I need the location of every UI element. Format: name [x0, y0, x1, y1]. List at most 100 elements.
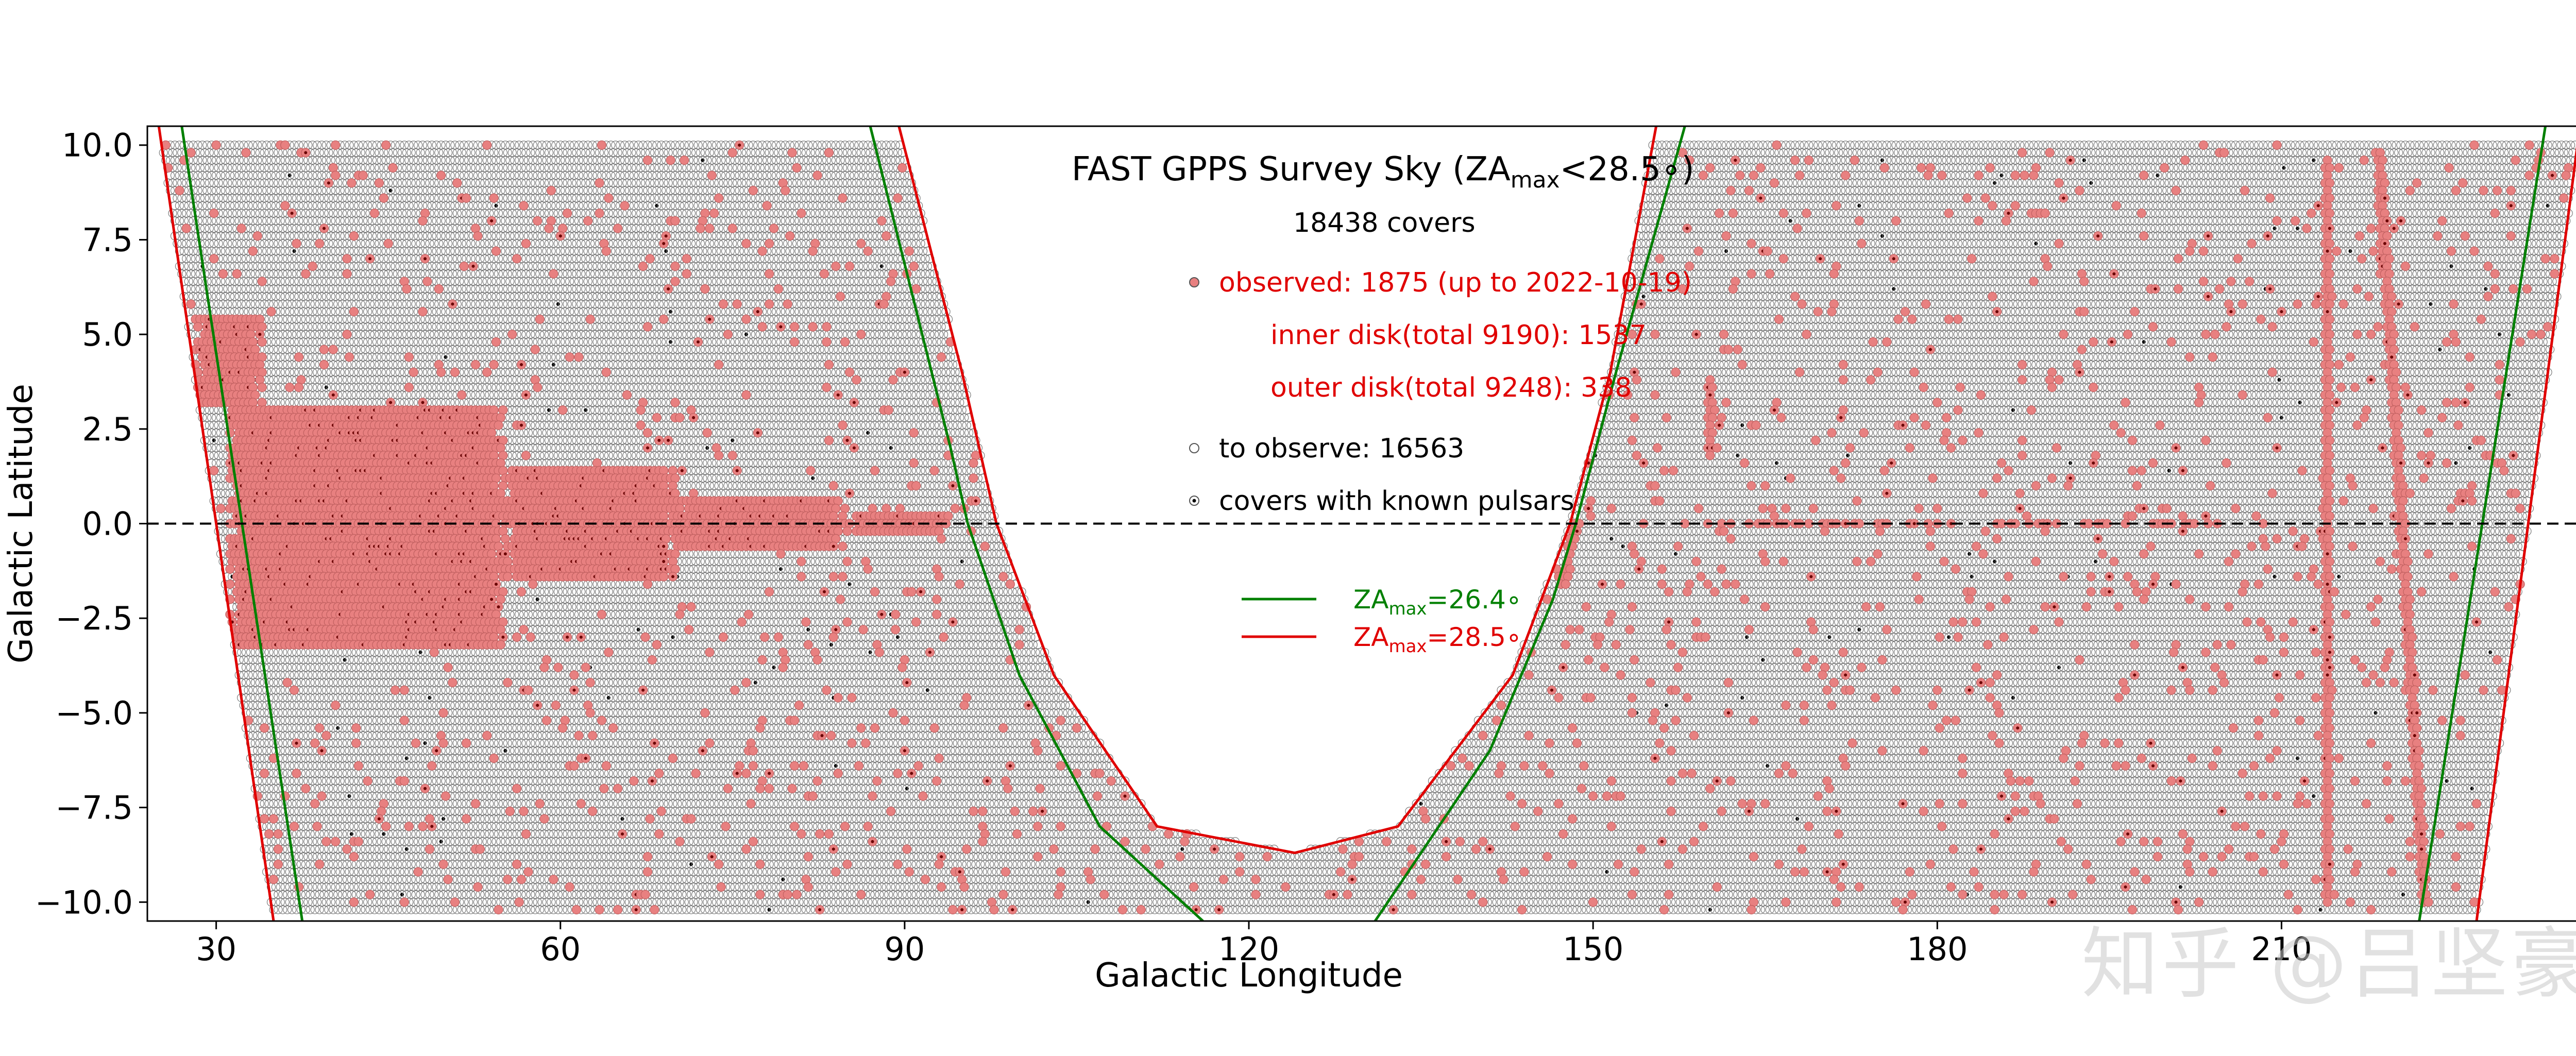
- known-pulsar-marker: [1880, 159, 1884, 162]
- to-observe-cover: [1865, 156, 1873, 164]
- to-observe-cover: [1961, 141, 1969, 149]
- to-observe-cover: [288, 148, 296, 157]
- to-observe-cover: [760, 148, 769, 157]
- to-observe-cover: [1887, 156, 1895, 164]
- to-observe-cover: [634, 141, 642, 149]
- to-observe-cover: [2248, 164, 2256, 172]
- to-observe-cover: [2275, 148, 2283, 157]
- to-observe-cover: [1910, 141, 1919, 149]
- to-observe-cover: [600, 164, 608, 172]
- to-observe-cover: [758, 141, 767, 149]
- to-observe-cover: [2514, 164, 2522, 172]
- to-observe-cover: [2523, 148, 2531, 157]
- to-observe-cover: [1922, 148, 1930, 157]
- to-observe-cover: [531, 148, 539, 157]
- to-observe-cover: [2355, 141, 2364, 149]
- to-observe-cover: [621, 141, 629, 149]
- to-observe-cover: [2365, 141, 2373, 149]
- to-observe-cover: [428, 141, 436, 149]
- to-observe-cover: [2291, 156, 2299, 164]
- to-observe-cover: [1952, 156, 1960, 164]
- to-observe-cover: [770, 148, 778, 157]
- to-observe-cover: [2472, 148, 2481, 157]
- to-observe-cover: [877, 141, 886, 149]
- to-observe-cover: [1782, 156, 1790, 164]
- to-observe-cover: [776, 141, 785, 149]
- to-observe-cover: [1942, 141, 1951, 149]
- to-observe-cover: [1954, 148, 1962, 157]
- to-observe-cover: [214, 164, 223, 172]
- to-observe-cover: [313, 172, 321, 180]
- to-observe-cover: [263, 141, 271, 149]
- to-observe-cover: [852, 148, 860, 157]
- to-observe-cover: [1860, 141, 1868, 149]
- to-observe-cover: [742, 148, 751, 157]
- to-observe-cover: [503, 164, 512, 172]
- to-observe-cover: [233, 148, 241, 157]
- to-observe-cover: [2443, 156, 2451, 164]
- to-observe-cover: [352, 148, 360, 157]
- to-observe-cover: [1708, 141, 1717, 149]
- to-observe-cover: [811, 164, 819, 172]
- to-observe-cover: [760, 164, 769, 172]
- to-observe-cover: [249, 172, 257, 180]
- to-observe-cover: [198, 156, 207, 164]
- to-observe-cover: [473, 141, 482, 149]
- to-observe-cover: [1738, 164, 1747, 172]
- to-observe-cover: [637, 148, 645, 157]
- to-observe-cover: [2041, 164, 2049, 172]
- to-observe-cover: [462, 164, 470, 172]
- to-observe-cover: [2078, 164, 2086, 172]
- to-observe-cover: [2117, 141, 2125, 149]
- to-observe-cover: [432, 156, 440, 164]
- to-observe-cover: [2231, 156, 2240, 164]
- to-observe-cover: [260, 148, 268, 157]
- to-observe-cover: [1773, 156, 1781, 164]
- to-observe-cover: [593, 172, 601, 180]
- to-observe-cover: [2190, 141, 2198, 149]
- to-observe-cover: [2433, 156, 2442, 164]
- to-observe-cover: [2201, 148, 2210, 157]
- to-observe-cover: [1945, 164, 1953, 172]
- to-observe-cover: [329, 148, 337, 157]
- to-observe-cover: [1839, 164, 1848, 172]
- to-observe-cover: [2209, 141, 2217, 149]
- to-observe-cover: [566, 156, 574, 164]
- to-observe-cover: [710, 164, 718, 172]
- to-observe-cover: [1890, 164, 1898, 172]
- to-observe-cover: [240, 156, 248, 164]
- to-observe-cover: [1736, 141, 1744, 149]
- to-observe-cover: [1697, 148, 1705, 157]
- to-observe-cover: [230, 141, 239, 149]
- to-observe-cover: [1965, 156, 1974, 164]
- to-observe-cover: [1903, 164, 1911, 172]
- to-observe-cover: [2360, 141, 2368, 149]
- to-observe-cover: [2280, 148, 2288, 157]
- to-observe-cover: [444, 164, 452, 172]
- to-observe-cover: [2298, 164, 2307, 172]
- to-observe-cover: [1841, 156, 1850, 164]
- to-observe-cover: [1972, 148, 1980, 157]
- to-observe-cover: [455, 172, 464, 180]
- to-observe-cover: [1754, 156, 1762, 164]
- to-observe-cover: [2163, 141, 2171, 149]
- to-observe-cover: [556, 172, 565, 180]
- to-observe-cover: [1901, 156, 1909, 164]
- to-observe-cover: [2296, 156, 2304, 164]
- to-observe-cover: [2351, 141, 2359, 149]
- to-observe-cover: [561, 156, 569, 164]
- to-observe-cover: [1764, 141, 1772, 149]
- to-observe-cover: [1871, 148, 1879, 157]
- to-observe-cover: [2110, 164, 2118, 172]
- to-observe-cover: [2122, 156, 2130, 164]
- to-observe-cover: [1936, 164, 1944, 172]
- to-observe-cover: [478, 156, 486, 164]
- to-observe-cover: [1819, 156, 1827, 164]
- to-observe-cover: [697, 148, 705, 157]
- to-observe-cover: [251, 164, 259, 172]
- to-observe-cover: [639, 141, 647, 149]
- to-observe-cover: [226, 156, 234, 164]
- to-observe-cover: [405, 172, 413, 180]
- to-observe-cover: [643, 141, 652, 149]
- to-observe-cover: [2211, 164, 2219, 172]
